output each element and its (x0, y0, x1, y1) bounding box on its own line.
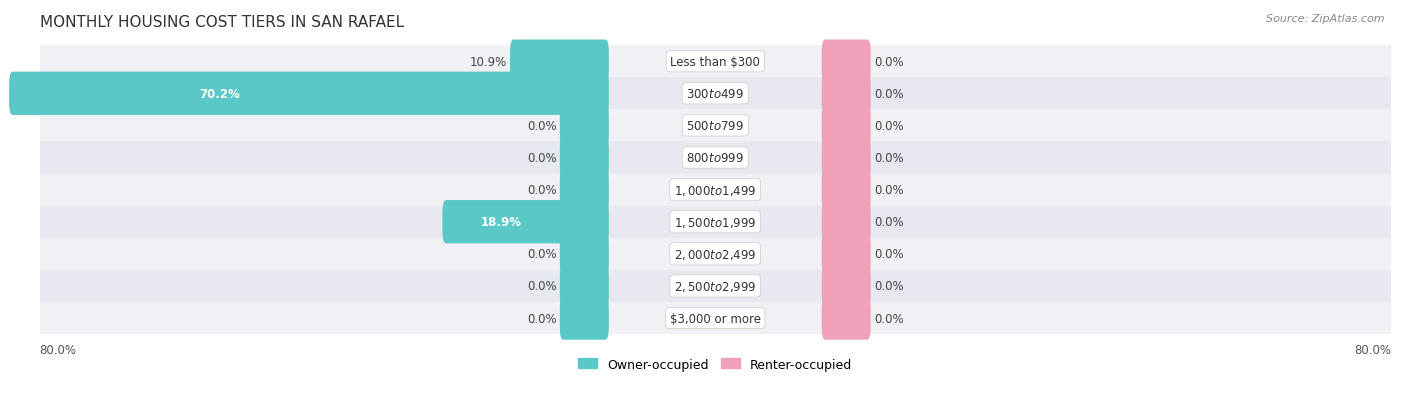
FancyBboxPatch shape (821, 265, 870, 308)
Text: $2,500 to $2,999: $2,500 to $2,999 (673, 279, 756, 293)
Text: 0.0%: 0.0% (527, 120, 557, 133)
Text: $300 to $499: $300 to $499 (686, 88, 744, 100)
Text: 18.9%: 18.9% (481, 216, 522, 229)
Text: $1,000 to $1,499: $1,000 to $1,499 (673, 183, 756, 197)
FancyBboxPatch shape (8, 72, 609, 116)
FancyBboxPatch shape (560, 104, 609, 148)
FancyBboxPatch shape (821, 72, 870, 116)
FancyBboxPatch shape (560, 297, 609, 340)
Text: 80.0%: 80.0% (39, 343, 76, 356)
FancyBboxPatch shape (39, 270, 1391, 302)
Text: 0.0%: 0.0% (875, 120, 904, 133)
FancyBboxPatch shape (39, 142, 1391, 174)
FancyBboxPatch shape (821, 40, 870, 84)
Text: 0.0%: 0.0% (527, 312, 557, 325)
Text: MONTHLY HOUSING COST TIERS IN SAN RAFAEL: MONTHLY HOUSING COST TIERS IN SAN RAFAEL (39, 15, 404, 30)
FancyBboxPatch shape (443, 201, 609, 244)
Text: 0.0%: 0.0% (875, 152, 904, 165)
Text: 0.0%: 0.0% (527, 248, 557, 261)
FancyBboxPatch shape (821, 233, 870, 276)
FancyBboxPatch shape (39, 110, 1391, 142)
Text: 0.0%: 0.0% (527, 280, 557, 293)
Text: $500 to $799: $500 to $799 (686, 120, 744, 133)
Text: 70.2%: 70.2% (200, 88, 240, 100)
Text: $2,000 to $2,499: $2,000 to $2,499 (673, 247, 756, 261)
FancyBboxPatch shape (560, 169, 609, 212)
FancyBboxPatch shape (39, 238, 1391, 270)
FancyBboxPatch shape (560, 137, 609, 180)
Text: 0.0%: 0.0% (875, 280, 904, 293)
Text: 0.0%: 0.0% (875, 312, 904, 325)
FancyBboxPatch shape (821, 137, 870, 180)
FancyBboxPatch shape (821, 169, 870, 212)
Text: 0.0%: 0.0% (875, 88, 904, 100)
FancyBboxPatch shape (560, 265, 609, 308)
Text: Source: ZipAtlas.com: Source: ZipAtlas.com (1267, 14, 1385, 24)
FancyBboxPatch shape (39, 174, 1391, 206)
Text: 0.0%: 0.0% (875, 248, 904, 261)
FancyBboxPatch shape (39, 302, 1391, 334)
Text: $3,000 or more: $3,000 or more (669, 312, 761, 325)
FancyBboxPatch shape (39, 206, 1391, 238)
Text: 0.0%: 0.0% (875, 56, 904, 69)
Text: 0.0%: 0.0% (875, 216, 904, 229)
Text: 10.9%: 10.9% (470, 56, 506, 69)
FancyBboxPatch shape (39, 78, 1391, 110)
FancyBboxPatch shape (560, 233, 609, 276)
Text: Less than $300: Less than $300 (671, 56, 761, 69)
FancyBboxPatch shape (821, 104, 870, 148)
FancyBboxPatch shape (510, 40, 609, 84)
FancyBboxPatch shape (821, 201, 870, 244)
Text: 0.0%: 0.0% (527, 184, 557, 197)
FancyBboxPatch shape (39, 46, 1391, 78)
Text: 0.0%: 0.0% (527, 152, 557, 165)
Text: 80.0%: 80.0% (1354, 343, 1391, 356)
Text: $800 to $999: $800 to $999 (686, 152, 744, 165)
Legend: Owner-occupied, Renter-occupied: Owner-occupied, Renter-occupied (574, 353, 858, 375)
Text: 0.0%: 0.0% (875, 184, 904, 197)
Text: $1,500 to $1,999: $1,500 to $1,999 (673, 215, 756, 229)
FancyBboxPatch shape (821, 297, 870, 340)
